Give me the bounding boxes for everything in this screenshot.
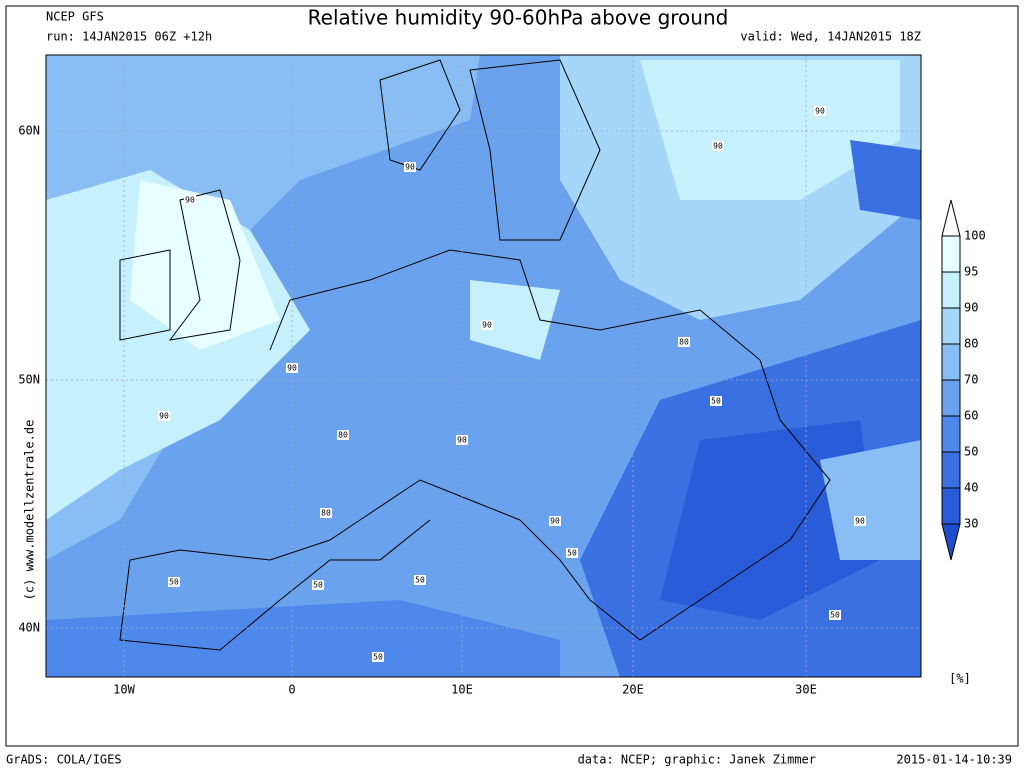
contour-label: 50 bbox=[169, 578, 179, 587]
coastline bbox=[119, 249, 831, 651]
contour-label: 80 bbox=[679, 338, 689, 347]
axis-labels: 60N 50N 40N 10W 0 10E 20E 30E bbox=[18, 124, 817, 697]
contour-label: 90 bbox=[482, 321, 492, 330]
contour-label: 90 bbox=[855, 517, 865, 526]
contour-label-bg bbox=[829, 610, 841, 620]
colorbar: 100 95 90 80 70 60 50 40 30 bbox=[941, 199, 986, 561]
contour-label-bg bbox=[678, 337, 690, 347]
contour-label-bg bbox=[481, 320, 493, 330]
colorbar-label: 40 bbox=[964, 481, 978, 495]
colorbar-box bbox=[941, 235, 961, 273]
valid: valid: Wed, 14JAN2015 18Z bbox=[740, 30, 921, 44]
contour-label: 90 bbox=[457, 436, 467, 445]
unit: [%] bbox=[949, 672, 971, 686]
contour-label-bg bbox=[404, 162, 416, 172]
humid-area bbox=[640, 60, 900, 200]
contour-label-bg bbox=[320, 508, 332, 518]
colorbar-label: 30 bbox=[964, 517, 978, 531]
contour-labels: 90 90 90 90 90 90 90 90 90 80 80 80 50 50 50 50 50 50 50 90 bbox=[158, 106, 866, 662]
run: run: 14JAN2015 06Z +12h bbox=[46, 30, 212, 44]
colorbar-box bbox=[941, 415, 961, 453]
contour-label-bg bbox=[414, 575, 426, 585]
contour-label-bg bbox=[712, 141, 724, 151]
colorbar-label: 90 bbox=[964, 301, 978, 315]
contour-label: 50 bbox=[373, 653, 383, 662]
colorbar-box bbox=[941, 451, 961, 489]
contour-label: 90 bbox=[713, 142, 723, 151]
humid-area bbox=[130, 180, 280, 350]
side-credit: (c) www.modellzentrale.de bbox=[23, 420, 37, 601]
contour-label-bg bbox=[184, 195, 196, 205]
colorbar-box bbox=[941, 487, 961, 525]
contour-label: 50 bbox=[711, 397, 721, 406]
lat-label: 50N bbox=[18, 373, 40, 387]
contour-label-bg bbox=[549, 516, 561, 526]
credits: data: NCEP; graphic: Janek Zimmer bbox=[578, 753, 816, 767]
colorbar-box bbox=[941, 379, 961, 417]
colorbar-box bbox=[941, 307, 961, 345]
lon-label: 0 bbox=[288, 683, 295, 697]
contour-label: 90 bbox=[287, 364, 297, 373]
contour-label-bg bbox=[456, 435, 468, 445]
colorbar-label: 80 bbox=[964, 337, 978, 351]
title: Relative humidity 90-60hPa above ground bbox=[308, 6, 729, 30]
contour-label: 50 bbox=[415, 576, 425, 585]
colorbar-label: 70 bbox=[964, 373, 978, 387]
contour-label-bg bbox=[814, 106, 826, 116]
contour-label: 90 bbox=[185, 196, 195, 205]
colorbar-label: 60 bbox=[964, 409, 978, 423]
contour-label: 90 bbox=[159, 412, 169, 421]
contour-label: 50 bbox=[313, 581, 323, 590]
colorbar-label: 95 bbox=[964, 265, 978, 279]
contour-label-bg bbox=[286, 363, 298, 373]
coastline bbox=[119, 189, 241, 341]
contour-label-bg bbox=[337, 430, 349, 440]
contour-label: 50 bbox=[830, 611, 840, 620]
contour-label: 50 bbox=[567, 549, 577, 558]
timestamp: 2015-01-14-10:39 bbox=[896, 753, 1012, 767]
contour-label-bg bbox=[168, 577, 180, 587]
contour-label: 80 bbox=[321, 509, 331, 518]
lat-label: 60N bbox=[18, 124, 40, 138]
contour-label-bg bbox=[158, 411, 170, 421]
contour-label-bg bbox=[312, 580, 324, 590]
contour-label-bg bbox=[710, 396, 722, 406]
software: GrADS: COLA/IGES bbox=[6, 753, 122, 767]
colorbar-box bbox=[941, 343, 961, 381]
contour-label: 80 bbox=[338, 431, 348, 440]
humid-area bbox=[470, 280, 560, 360]
contour-label-bg bbox=[566, 548, 578, 558]
colorbar-label: 100 bbox=[964, 229, 986, 243]
contour-label-bg bbox=[854, 516, 866, 526]
dry-area bbox=[46, 600, 560, 677]
colorbar-label: 50 bbox=[964, 445, 978, 459]
contour-label: 90 bbox=[405, 163, 415, 172]
lon-label: 30E bbox=[795, 683, 817, 697]
lon-label: 10W bbox=[113, 683, 135, 697]
colorbar-cap bbox=[941, 523, 961, 561]
colorbar-box bbox=[941, 271, 961, 309]
coastline bbox=[379, 59, 601, 241]
humid-area bbox=[820, 440, 921, 560]
map bbox=[46, 55, 921, 677]
map-border bbox=[45, 54, 922, 678]
lat-label: 40N bbox=[18, 621, 40, 635]
lon-label: 20E bbox=[622, 683, 644, 697]
model: NCEP GFS bbox=[46, 10, 104, 24]
lon-label: 10E bbox=[451, 683, 473, 697]
dry-area bbox=[850, 140, 921, 220]
contour-label: 90 bbox=[550, 517, 560, 526]
contour-label-bg bbox=[372, 652, 384, 662]
contour-label: 90 bbox=[815, 107, 825, 116]
